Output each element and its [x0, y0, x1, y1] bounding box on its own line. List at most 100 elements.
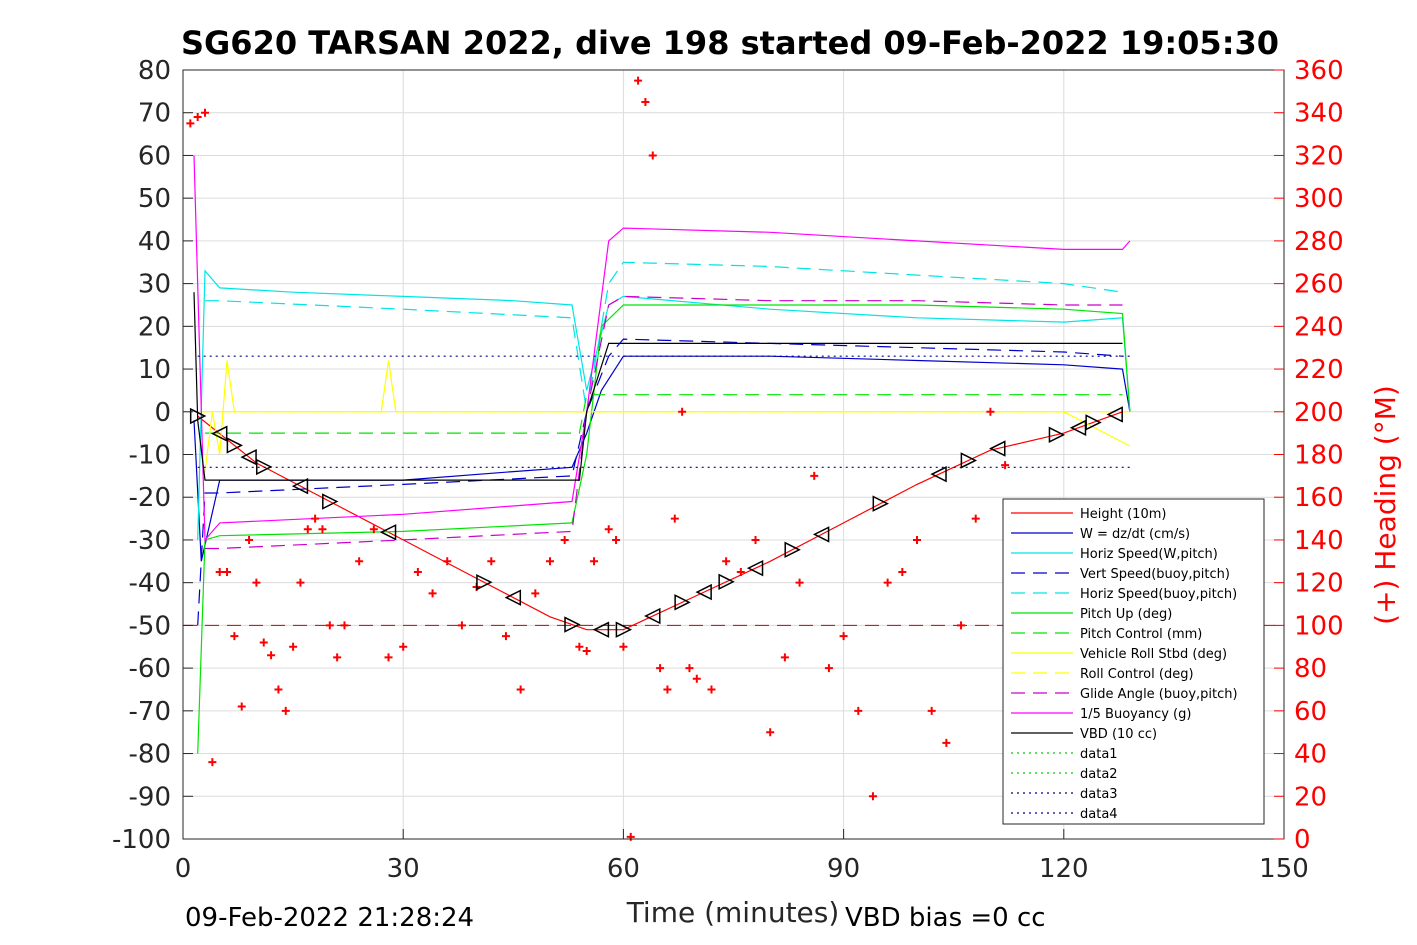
heading-point	[318, 525, 327, 534]
heading-point	[245, 535, 254, 544]
heading-point	[267, 651, 276, 660]
heading-point	[369, 525, 378, 534]
series-line-4	[205, 261, 1123, 412]
y-tick-label: 0	[154, 398, 171, 428]
y-tick-label: 70	[138, 99, 171, 129]
turn-marker	[1085, 414, 1102, 431]
turn-marker	[989, 440, 1006, 457]
series-line-1	[193, 355, 1131, 562]
legend-label: Vert Speed(buoy,pitch)	[1080, 567, 1230, 582]
turn-marker	[322, 493, 339, 510]
turn-marker	[784, 541, 801, 558]
heading-point	[656, 664, 665, 673]
footer-timestamp: 09-Feb-2022 21:28:24	[185, 903, 474, 933]
heading-point	[303, 525, 312, 534]
y-tick-label: -70	[129, 697, 171, 727]
heading-point	[839, 632, 848, 641]
footer-vbd-bias: VBD bias =0 cc	[845, 903, 1046, 933]
legend-label: data3	[1080, 787, 1118, 802]
y-axis-ticks: 80 70 60 50 40 30 20 10 0 -10 -20 -30 -40 -50 -60 -70 -8…	[112, 56, 193, 855]
heading-point	[237, 702, 246, 711]
x-tick-label: 150	[1259, 854, 1309, 884]
heading-point	[824, 664, 833, 673]
heading-point	[942, 738, 951, 747]
heading-point	[810, 471, 819, 480]
y-tick-label: 40	[138, 227, 171, 257]
series-line-11	[193, 292, 1123, 481]
right-tick-label: 140	[1294, 526, 1344, 556]
turn-marker	[746, 559, 764, 577]
turn-marker	[644, 607, 661, 625]
heading-point	[457, 621, 466, 630]
y-tick-label: -10	[129, 441, 171, 471]
y-tick-label: -20	[129, 483, 171, 513]
right-axis-ticks: 3603403203002802602402202001801601401201…	[1274, 56, 1344, 855]
heading-point	[1001, 461, 1010, 470]
legend-label: Glide Angle (buoy,pitch)	[1080, 687, 1238, 702]
heading-point	[795, 578, 804, 587]
heading-point	[986, 407, 995, 416]
heading-point	[311, 514, 320, 523]
heading-point	[957, 621, 966, 630]
heading-point	[384, 653, 393, 662]
right-tick-label: 280	[1294, 227, 1344, 257]
heading-point	[355, 557, 364, 566]
heading-point	[590, 557, 599, 566]
heading-point	[201, 108, 210, 117]
x-tick-label: 90	[827, 854, 860, 884]
heading-point	[531, 589, 540, 598]
legend-label: data2	[1080, 767, 1118, 782]
heading-layer	[186, 76, 1010, 841]
right-tick-label: 260	[1294, 270, 1344, 300]
right-axis-label: (+) Heading (°M)	[1369, 385, 1402, 625]
heading-point	[259, 638, 268, 647]
turn-marker	[674, 594, 691, 611]
legend: Height (10m) W = dz/dt (cm/s) Horiz Speed(…	[1002, 498, 1265, 825]
y-tick-label: 30	[138, 270, 171, 300]
turn-marker	[695, 583, 712, 601]
right-tick-label: 160	[1294, 483, 1344, 513]
heading-point	[296, 578, 305, 587]
heading-point	[274, 685, 283, 694]
heading-point	[913, 535, 921, 544]
heading-point	[186, 119, 195, 128]
right-tick-label: 320	[1294, 141, 1344, 171]
turn-marker	[872, 495, 889, 512]
series-layer	[193, 155, 1131, 754]
y-tick-label: -100	[112, 825, 171, 855]
heading-point	[663, 685, 672, 694]
heading-point	[751, 535, 760, 544]
heading-point	[612, 535, 621, 544]
heading-point	[678, 407, 687, 416]
y-tick-label: 60	[138, 141, 171, 171]
y-tick-label: -90	[129, 782, 171, 812]
turn-marker	[615, 621, 633, 638]
x-tick-label: 120	[1039, 854, 1089, 884]
heading-point	[428, 589, 437, 598]
heading-point	[443, 557, 452, 566]
turn-marker	[564, 616, 581, 633]
legend-label: Horiz Speed(W,pitch)	[1080, 547, 1218, 562]
legend-label: data4	[1080, 807, 1118, 822]
right-tick-label: 100	[1294, 611, 1344, 641]
heading-point	[868, 792, 877, 801]
heading-point	[252, 578, 261, 587]
right-tick-label: 0	[1294, 825, 1311, 855]
series-line-0	[197, 411, 1123, 631]
series-line-9	[205, 295, 1123, 550]
right-tick-label: 200	[1294, 398, 1344, 428]
y-tick-label: 80	[138, 56, 171, 86]
legend-label: Pitch Control (mm)	[1080, 627, 1202, 642]
turn-marker	[291, 477, 309, 495]
heading-point	[898, 567, 907, 576]
chart-title: SG620 TARSAN 2022, dive 198 started 09-F…	[181, 24, 1279, 62]
turn-marker	[240, 448, 257, 466]
y-tick-label: -80	[129, 740, 171, 770]
x-tick-label: 60	[607, 854, 640, 884]
right-tick-label: 60	[1294, 697, 1327, 727]
legend-label: Horiz Speed(buoy,pitch)	[1080, 587, 1237, 602]
turn-marker	[1106, 406, 1123, 423]
legend-label: 1/5 Buoyancy (g)	[1080, 707, 1191, 722]
y-tick-label: 10	[138, 355, 171, 385]
